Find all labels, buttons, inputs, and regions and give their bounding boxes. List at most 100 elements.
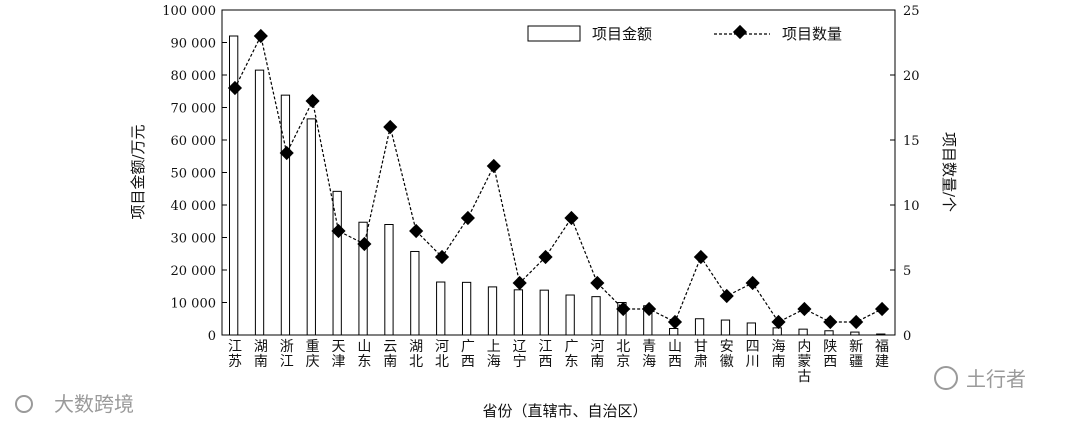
x-tick-label: 甘肃: [694, 339, 708, 370]
bar: [332, 190, 342, 336]
count-point: [409, 223, 424, 239]
count-point: [874, 301, 890, 317]
y-tick-label: 80 000: [171, 69, 217, 84]
y2-tick-label: 20: [903, 69, 920, 84]
watermark-right-text: 土行者: [966, 367, 1026, 391]
y-tick-label: 60 000: [171, 134, 217, 149]
y-tick-label: 70 000: [171, 102, 217, 117]
x-tick-label: 北京: [616, 339, 630, 370]
count-point: [512, 275, 527, 291]
y2-axis-title: 项目数量/个: [940, 132, 958, 212]
x-tick-label: 陕西: [823, 339, 837, 370]
count-point: [460, 210, 475, 226]
x-tick-label: 青海: [642, 339, 656, 370]
bar: [487, 286, 498, 336]
bar: [384, 224, 394, 336]
count-point: [642, 301, 657, 317]
bar: [306, 118, 316, 336]
count-point: [797, 301, 812, 317]
y-tick-label: 0: [208, 329, 216, 344]
bar: [565, 294, 575, 336]
watermark-left-logo-icon: [15, 395, 33, 413]
count-point: [486, 158, 501, 174]
bar: [229, 35, 239, 336]
count-point: [305, 93, 320, 109]
bar: [254, 69, 265, 336]
count-point: [331, 223, 346, 239]
bar: [436, 281, 446, 336]
bar: [694, 318, 705, 336]
x-tick-label: 山西: [668, 339, 682, 370]
count-point: [590, 275, 605, 291]
count-point: [253, 28, 268, 44]
x-tick-label: 新疆: [849, 339, 863, 370]
count-point: [823, 314, 838, 330]
y2-tick-label: 10: [903, 199, 920, 214]
bar: [539, 289, 549, 336]
count-point: [564, 210, 579, 226]
x-tick-label: 辽宁: [513, 339, 527, 370]
bar: [461, 281, 472, 336]
bar: [617, 302, 627, 336]
x-tick-label: 安徽: [720, 339, 734, 370]
legend-bar-label: 项目金额: [592, 25, 652, 43]
legend-line-marker: [732, 24, 748, 40]
bar: [513, 289, 524, 336]
bar: [720, 319, 731, 336]
bar: [824, 330, 834, 336]
x-tick-label: 湖南: [254, 339, 268, 370]
y2-tick-label: 25: [903, 4, 920, 19]
x-tick-label: 湖北: [409, 339, 423, 370]
count-point: [693, 249, 708, 265]
count-point: [849, 314, 864, 330]
y2-tick-label: 5: [903, 264, 911, 279]
y-tick-label: 90 000: [171, 37, 217, 52]
bar: [772, 327, 782, 336]
bar: [850, 331, 860, 336]
x-tick-label: 河南: [590, 339, 604, 370]
count-point: [357, 236, 372, 252]
x-tick-label: 云南: [383, 339, 397, 370]
x-tick-label: 福建: [875, 339, 889, 370]
x-tick-label: 上海: [487, 339, 501, 370]
count-point: [434, 249, 450, 265]
y-tick-label: 20 000: [171, 264, 217, 279]
bar: [798, 328, 808, 336]
x-tick-label: 江苏: [228, 339, 242, 370]
x-tick-label: 天津: [331, 339, 345, 370]
count-point: [771, 314, 786, 330]
bar: [280, 94, 291, 336]
bar: [746, 322, 756, 336]
x-axis-title: 省份（直辖市、自治区）: [482, 402, 647, 420]
y-tick-label: 10 000: [171, 297, 217, 312]
x-tick-label: 重庆: [306, 339, 320, 370]
bar: [410, 250, 420, 336]
tick-labels: 0 10 000 20 000 30 000 40 000 50 000 60 000 70 …: [162, 4, 919, 385]
axes-frame: [221, 9, 896, 336]
count-point: [279, 145, 294, 161]
x-tick-label: 山东: [357, 339, 371, 370]
bars: [229, 35, 886, 336]
count-point: [538, 249, 553, 265]
y-tick-label: 40 000: [171, 199, 217, 214]
y2-tick-label: 15: [903, 134, 920, 149]
y-axis-title: 项目金额/万元: [129, 124, 147, 219]
x-tick-label: 广东: [564, 339, 578, 370]
x-tick-label: 四川: [746, 339, 760, 370]
count-point: [745, 275, 760, 291]
bar: [358, 221, 368, 336]
count-line: [227, 28, 890, 330]
x-tick-label: 江西: [539, 339, 553, 370]
x-tick-label: 广西: [461, 339, 475, 370]
plot-frame: [221, 9, 896, 336]
watermark-right: 土行者: [934, 366, 1026, 391]
watermark-left-text: 大数跨境: [54, 392, 134, 416]
x-tick-label: 海南: [772, 339, 786, 370]
y-tick-label: 50 000: [171, 167, 217, 182]
legend-bar-swatch: [527, 25, 581, 42]
count-point: [667, 314, 683, 330]
bar: [591, 296, 601, 336]
x-tick-label: 浙江: [280, 339, 294, 370]
count-point: [719, 288, 734, 304]
